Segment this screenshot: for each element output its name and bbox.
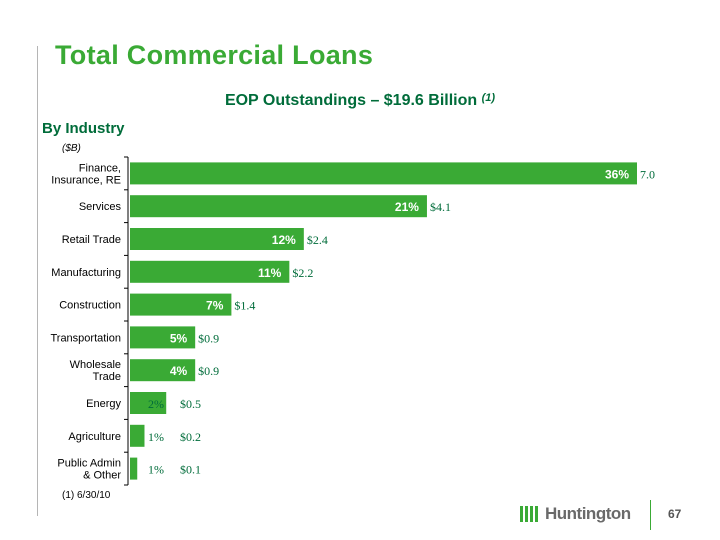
bar — [130, 228, 304, 250]
bar — [130, 195, 427, 218]
bar — [130, 359, 196, 382]
page-title: Total Commercial Loans — [55, 40, 374, 70]
value-label: $2.2 — [292, 266, 313, 280]
category-label: Public Admin — [57, 458, 121, 470]
value-label: $0.9 — [198, 331, 219, 345]
category-label: Energy — [86, 398, 121, 410]
value-label: $4.1 — [430, 200, 451, 214]
category-label: Trade — [93, 371, 121, 383]
value-label: $1.4 — [234, 299, 255, 313]
brand-name: Huntington — [545, 504, 631, 523]
value-label: 7.0 — [640, 167, 655, 181]
value-label: $0.1 — [180, 463, 201, 477]
chart-subtitle: EOP Outstandings – $19.6 Billion (1) — [0, 92, 720, 110]
percent-label: 7% — [206, 299, 224, 313]
section-label: By Industry — [42, 120, 125, 137]
bar — [130, 162, 637, 185]
percent-label: 36% — [605, 167, 629, 181]
category-label: Insurance, RE — [51, 174, 121, 186]
huntington-logo: Huntington — [520, 503, 635, 527]
category-label: Construction — [59, 300, 121, 312]
percent-label: 2% — [148, 397, 164, 411]
category-label: Agriculture — [68, 431, 121, 443]
category-label: Retail Trade — [62, 234, 121, 246]
percent-label: 4% — [170, 364, 188, 378]
page-number: 67 — [668, 507, 682, 521]
value-label: $0.2 — [180, 430, 201, 444]
category-label: Services — [79, 201, 122, 213]
unit-label: ($B) — [62, 143, 81, 154]
bar — [130, 424, 145, 447]
bar — [130, 457, 138, 480]
value-label: $0.9 — [198, 364, 219, 378]
left-rule — [37, 46, 38, 516]
subtitle-footnote-ref: (1) — [481, 92, 496, 104]
category-label: & Other — [83, 470, 121, 482]
huntington-logo-icon — [520, 504, 540, 524]
percent-label: 1% — [148, 430, 164, 444]
percent-label: 12% — [272, 233, 296, 247]
category-label: Finance, — [79, 162, 121, 174]
bar — [130, 260, 290, 283]
bar — [130, 293, 232, 316]
percent-label: 1% — [148, 463, 164, 477]
value-label: $2.4 — [307, 233, 328, 247]
bar — [130, 392, 167, 414]
value-label: $0.5 — [180, 397, 201, 411]
page-divider — [650, 500, 651, 530]
bar — [130, 326, 196, 349]
footnote: (1) 6/30/10 — [62, 490, 111, 501]
percent-label: 11% — [258, 266, 282, 280]
percent-label: 21% — [395, 200, 419, 214]
category-label: Manufacturing — [51, 267, 121, 279]
category-label: Wholesale — [70, 359, 121, 371]
percent-label: 5% — [170, 331, 188, 345]
subtitle-text: EOP Outstandings – $19.6 Billion — [224, 92, 478, 109]
category-label: Transportation — [50, 332, 121, 344]
